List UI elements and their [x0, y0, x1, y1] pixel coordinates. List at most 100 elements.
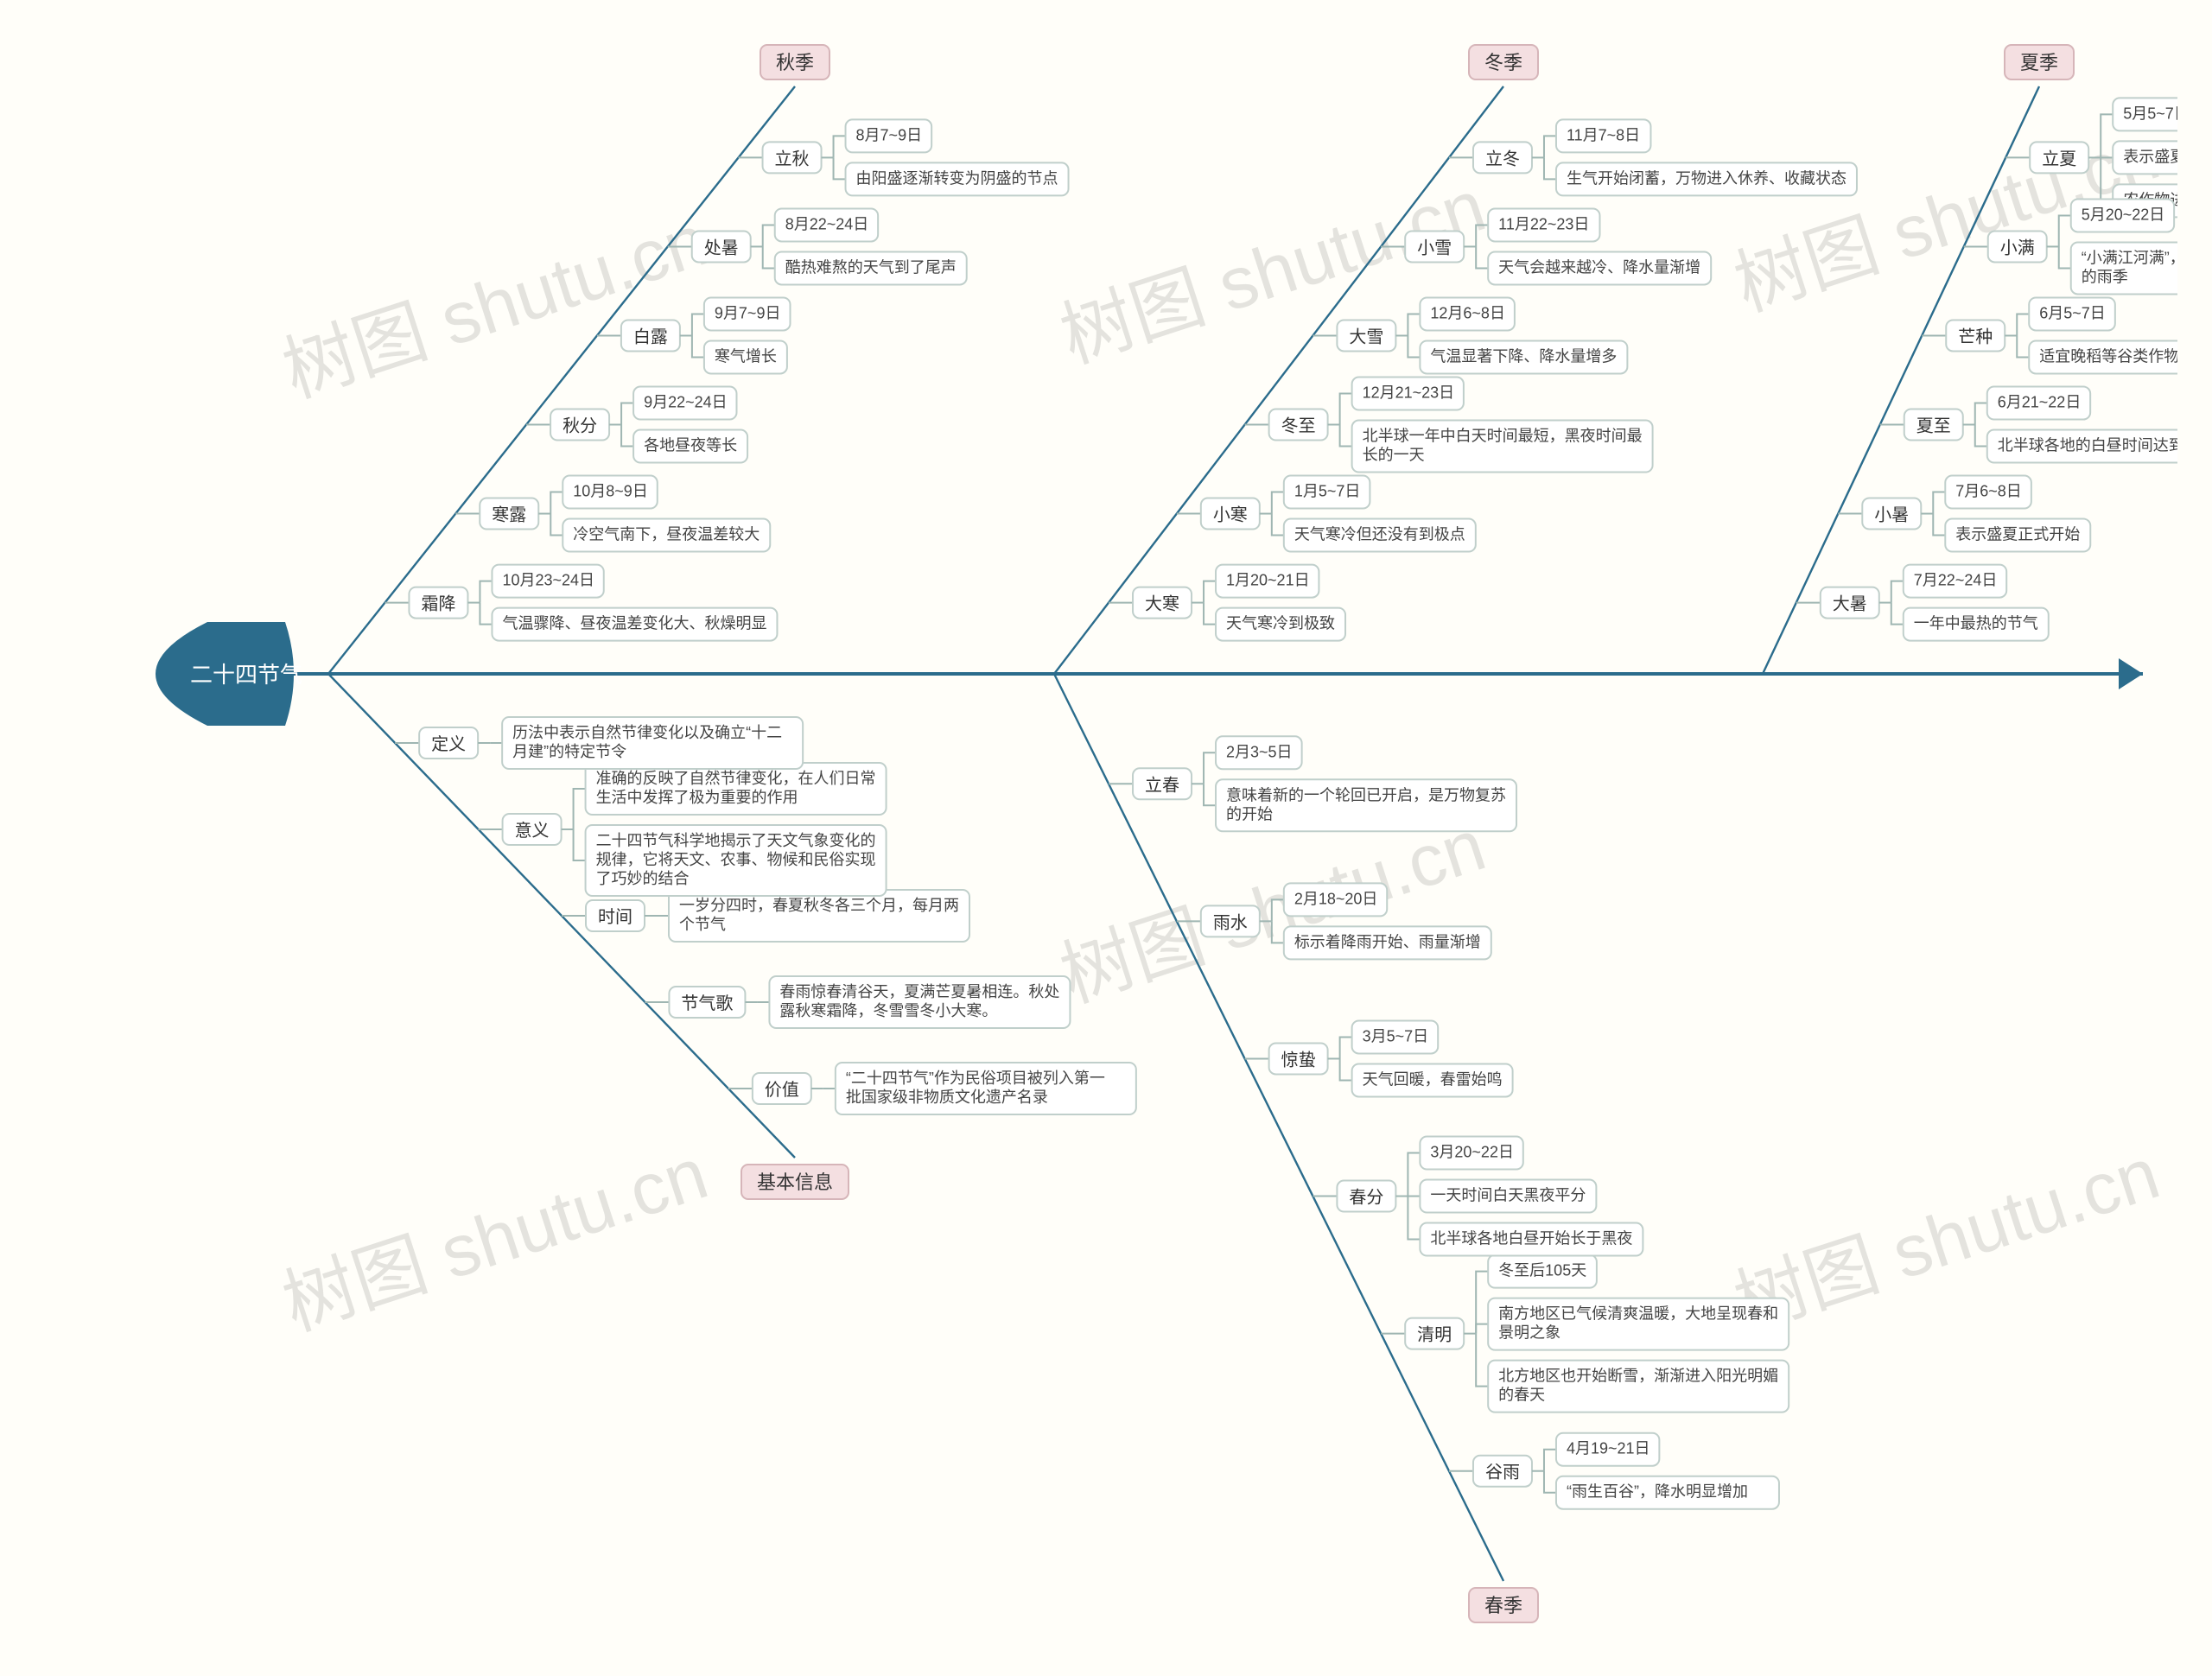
leaf-text-winter-3-1: 北半球一年中白天时间最短，黑夜时间最 — [1363, 428, 1643, 445]
leaf-text-winter-2-0: 12月6~8日 — [1430, 304, 1505, 321]
leaf-text-spring-5-0: 2月3~5日 — [1226, 743, 1293, 760]
leaf-text-summer-4-0: 7月6~8日 — [1955, 483, 2022, 500]
leaf-text-basic-3-1: 规律，它将天文、农事、物候和民俗实现 — [596, 851, 876, 868]
leaf-text-basic-1-0: 露秋寒霜降，冬雪雪冬小大寒。 — [779, 1002, 997, 1019]
leaf-text-autumn-2-1: 寒气增长 — [715, 347, 777, 365]
leaf-text-winter-1-0: 11月22~23日 — [1498, 215, 1589, 232]
leaf-text-spring-5-1: 的开始 — [1226, 805, 1273, 822]
leaf-text-autumn-2-0: 9月7~9日 — [715, 304, 781, 321]
term-label-autumn-1: 处暑 — [704, 238, 739, 257]
leaf-text-basic-3-1: 二十四节气科学地揭示了天文气象变化的 — [596, 832, 876, 849]
leaf-text-basic-1-0: 春雨惊春清谷天，夏满芒夏暑相连。秋处 — [779, 983, 1059, 1000]
leaf-text-summer-1-1: “小满江河满”，意味着进入了大幅降水 — [2082, 249, 2177, 266]
term-label-summer-4: 小暑 — [1874, 505, 1909, 525]
leaf-text-spring-3-1: 天气回暖，春雷始鸣 — [1363, 1070, 1503, 1088]
term-label-spring-5: 立春 — [1145, 775, 1179, 795]
leaf-text-winter-0-0: 11月7~8日 — [1567, 126, 1640, 143]
term-label-autumn-3: 秋分 — [563, 416, 597, 436]
category-label-winter: 冬季 — [1484, 52, 1522, 73]
term-label-autumn-0: 立秋 — [775, 149, 810, 168]
leaf-text-autumn-4-1: 冷空气南下，昼夜温差较大 — [573, 526, 760, 543]
leaf-text-spring-2-1: 一天时间白天黑夜平分 — [1430, 1187, 1586, 1204]
leaf-text-spring-0-0: 4月19~21日 — [1567, 1440, 1650, 1457]
leaf-text-autumn-3-1: 各地昼夜等长 — [644, 437, 737, 454]
term-label-summer-2: 芒种 — [1958, 327, 1993, 346]
leaf-text-basic-4-0: 历法中表示自然节律变化以及确立“十二 — [512, 724, 782, 741]
watermark: 树图 shutu.cn — [1726, 1132, 2169, 1345]
leaf-text-winter-5-1: 天气寒冷到极致 — [1226, 615, 1335, 632]
term-label-winter-4: 小寒 — [1213, 505, 1248, 525]
leaf-text-spring-1-2: 北方地区也开始断雪，渐渐进入阳光明媚 — [1498, 1368, 1778, 1385]
leaf-text-summer-3-0: 6月21~22日 — [1998, 394, 2082, 411]
term-label-basic-2: 时间 — [598, 907, 632, 927]
leaf-text-winter-4-0: 1月5~7日 — [1294, 483, 1361, 500]
term-label-summer-1: 小满 — [2000, 238, 2035, 257]
term-label-basic-0: 价值 — [765, 1080, 799, 1100]
leaf-text-spring-1-1: 南方地区已气候清爽温暖，大地呈现春和 — [1498, 1305, 1778, 1323]
term-label-winter-1: 小雪 — [1417, 238, 1452, 257]
leaf-text-autumn-0-0: 8月7~9日 — [856, 126, 923, 143]
term-label-winter-5: 大寒 — [1145, 594, 1179, 614]
leaf-text-summer-2-0: 6月5~7日 — [2039, 304, 2106, 321]
leaf-text-basic-3-1: 了巧妙的结合 — [596, 870, 690, 887]
leaf-text-basic-3-0: 准确的反映了自然节律变化，在人们日常 — [596, 770, 876, 787]
leaf-text-basic-4-0: 月建”的特定节令 — [512, 743, 626, 760]
leaf-text-summer-2-1: 适宜晚稻等谷类作物耕播的节令 — [2039, 347, 2177, 365]
watermark: 树图 shutu.cn — [274, 199, 717, 412]
leaf-text-summer-4-1: 表示盛夏正式开始 — [1955, 526, 2080, 543]
leaf-text-basic-0-0: “二十四节气”作为民俗项目被列入第一 — [846, 1070, 1105, 1087]
term-label-autumn-5: 霜降 — [421, 594, 455, 614]
leaf-text-winter-4-1: 天气寒冷但还没有到极点 — [1294, 526, 1465, 543]
leaf-text-basic-2-0: 个节气 — [679, 916, 726, 933]
leaf-text-spring-1-1: 景明之象 — [1498, 1324, 1560, 1342]
leaf-text-summer-1-0: 5月20~22日 — [2082, 206, 2165, 223]
term-label-spring-1: 清明 — [1417, 1325, 1452, 1345]
leaf-text-spring-4-0: 2月18~20日 — [1294, 890, 1378, 907]
leaf-text-winter-3-0: 12月21~23日 — [1363, 384, 1455, 402]
watermark: 树图 shutu.cn — [1052, 803, 1495, 1017]
leaf-text-autumn-0-1: 由阳盛逐渐转变为阴盛的节点 — [856, 169, 1058, 187]
term-label-summer-0: 立夏 — [2042, 149, 2076, 168]
term-label-basic-4: 定义 — [431, 734, 466, 754]
leaf-text-basic-2-0: 一岁分四时，春夏秋冬各三个月，每月两 — [679, 897, 959, 914]
leaf-text-winter-0-1: 生气开始闭蓄，万物进入休养、收藏状态 — [1567, 169, 1847, 187]
term-label-spring-4: 雨水 — [1213, 912, 1248, 932]
term-label-winter-2: 大雪 — [1349, 327, 1383, 346]
term-label-autumn-4: 寒露 — [492, 505, 526, 525]
leaf-text-autumn-1-1: 酷热难熬的天气到了尾声 — [785, 258, 957, 276]
term-label-summer-5: 大暑 — [1833, 594, 1867, 614]
leaf-text-summer-0-0: 5月5~7日 — [2123, 105, 2177, 122]
leaf-text-winter-1-1: 天气会越来越冷、降水量渐增 — [1498, 258, 1700, 276]
term-label-winter-0: 立冬 — [1485, 149, 1520, 168]
leaf-text-spring-0-1: “雨生百谷”，降水明显增加 — [1567, 1483, 1748, 1501]
term-label-winter-3: 冬至 — [1281, 416, 1316, 436]
leaf-text-spring-2-0: 3月20~22日 — [1430, 1144, 1514, 1161]
term-label-spring-0: 谷雨 — [1485, 1463, 1520, 1482]
root-label: 二十四节气 — [190, 662, 302, 688]
leaf-text-winter-2-1: 气温显著下降、降水量增多 — [1430, 347, 1617, 365]
fishbone-diagram: 树图 shutu.cn 树图 shutu.cn 树图 shutu.cn 树图 shut… — [0, 0, 2212, 1650]
leaf-text-spring-4-1: 标示着降雨开始、雨量渐增 — [1294, 933, 1481, 950]
leaf-text-winter-3-1: 长的一天 — [1363, 447, 1425, 464]
spine-tail — [2119, 658, 2143, 689]
watermark: 树图 shutu.cn — [274, 1132, 717, 1345]
leaf-text-summer-5-1: 一年中最热的节气 — [1914, 615, 2038, 632]
leaf-text-summer-3-1: 北半球各地的白昼时间达到全年最长 — [1998, 437, 2177, 454]
leaf-text-spring-2-2: 北半球各地白昼开始长于黑夜 — [1430, 1230, 1632, 1247]
term-label-autumn-2: 白露 — [633, 327, 668, 346]
term-label-basic-1: 节气歌 — [681, 994, 733, 1013]
leaf-text-autumn-3-0: 9月22~24日 — [644, 394, 728, 411]
term-label-basic-3: 意义 — [515, 821, 550, 841]
leaf-text-summer-1-1: 的雨季 — [2082, 268, 2128, 285]
term-label-summer-3: 夏至 — [1916, 417, 1951, 436]
leaf-text-autumn-4-0: 10月8~9日 — [573, 483, 648, 500]
leaf-text-basic-3-0: 生活中发挥了极为重要的作用 — [596, 789, 798, 806]
leaf-text-spring-1-0: 冬至后105天 — [1498, 1262, 1586, 1279]
category-label-autumn: 秋季 — [776, 52, 814, 73]
leaf-text-summer-5-0: 7月22~24日 — [1914, 572, 1998, 589]
leaf-text-autumn-1-0: 8月22~24日 — [785, 215, 869, 232]
category-label-basic: 基本信息 — [757, 1171, 833, 1193]
category-label-spring: 春季 — [1484, 1595, 1522, 1616]
leaf-text-basic-0-0: 批国家级非物质文化遗产名录 — [846, 1089, 1048, 1106]
leaf-text-autumn-5-1: 气温骤降、昼夜温差变化大、秋燥明显 — [502, 615, 766, 632]
